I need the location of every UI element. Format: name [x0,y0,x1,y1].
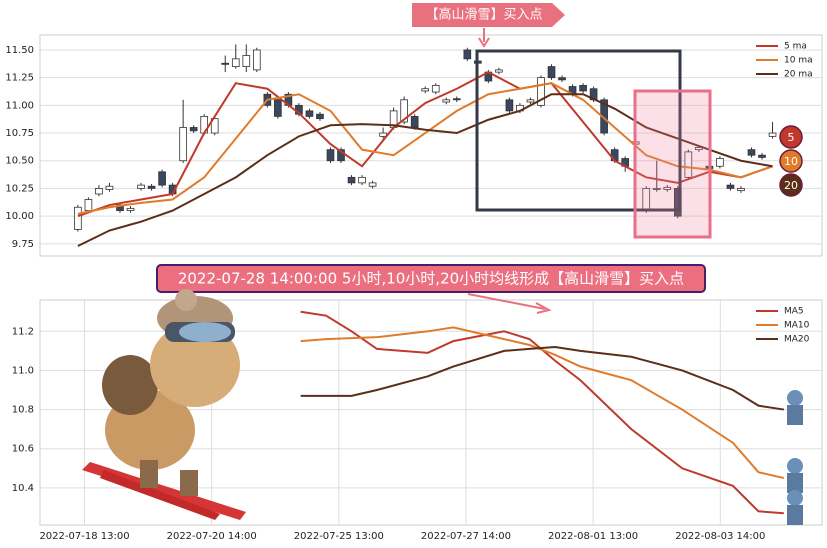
candle-body [252,49,261,71]
highlight-box [633,89,712,239]
candle-body [410,116,419,128]
candle-body [758,154,766,158]
candle-body [547,66,556,79]
buy-badge [412,3,565,27]
banner-text: 2022-07-28 14:00:00 5小时,10小时,20小时均线形成【高山… [178,270,684,288]
legend-label: 20 ma [784,70,813,80]
ma-marker [779,149,803,173]
ma-marker-label: 10 [784,155,798,168]
candle-body [274,99,282,117]
candle-body [495,69,503,73]
x-tick-label: 2022-07-27 14:00 [421,531,511,542]
candle-body [242,55,251,67]
candle-body [737,188,745,192]
candle-body [716,158,724,167]
ma-marker-label: 20 [784,179,798,192]
ma-marker [779,125,803,149]
candle-body [505,99,514,112]
buy-label: 【高山滑雪】买入点 [425,7,542,23]
candle-body [347,176,356,184]
candle-body [684,151,693,178]
candle-body [137,184,145,189]
candle-body [158,171,166,186]
y-tick-label: 10.6 [12,444,34,455]
y-tick-label: 10.00 [5,211,34,222]
candle-body [558,77,566,81]
candle-body [95,188,103,195]
y-tick-label: 11.50 [5,45,34,56]
candle-body [337,149,345,162]
y-tick-label: 11.00 [5,100,34,111]
candle-body [537,77,545,106]
candle-body [663,186,672,190]
candle-body [326,149,335,162]
x-tick-label: 2022-08-01 13:00 [548,531,638,542]
candle-body [147,185,156,189]
candle-body [126,207,135,211]
candle-body [305,110,314,117]
candle-body [210,118,219,134]
legend-label: MA10 [784,321,810,331]
candle-body [747,149,756,156]
candle-body [105,185,114,190]
candle-body [421,88,430,92]
y-tick-label: 9.75 [12,239,34,250]
candle-body [358,176,366,184]
candle-body [221,62,230,65]
legend-label: MA5 [784,307,804,317]
candle-body [84,199,93,211]
buy-arrow [478,28,490,48]
y-tick-label: 11.2 [12,326,34,337]
ma-line [300,326,785,480]
ma-marker-label: 5 [788,131,795,144]
candle-body [189,127,198,132]
y-tick-label: 10.4 [12,483,34,494]
banner [156,264,706,293]
candle-body [652,188,661,190]
candle-body [400,99,408,123]
y-tick-label: 11.0 [12,365,34,376]
candle-body [316,113,324,120]
candle-body [526,99,535,103]
candle-body [726,184,735,189]
candle-body [74,206,82,230]
candle-body [379,132,387,137]
signal-box [475,49,682,212]
ma-line [77,93,773,247]
skier-icons [787,390,803,525]
candle-body [579,85,587,92]
y-tick-label: 10.75 [5,128,34,139]
ma-marker [779,173,803,197]
x-tick-label: 2022-07-25 13:00 [294,531,384,542]
x-tick-label: 2022-07-18 13:00 [39,531,129,542]
y-tick-label: 10.25 [5,183,34,194]
candle-body [442,99,451,103]
candle-body [179,127,187,162]
candle-body [463,49,472,60]
y-tick-label: 10.50 [5,156,34,167]
y-tick-label: 10.8 [12,405,34,416]
legend-label: MA20 [784,335,810,345]
ma-line [77,70,773,218]
legend-label: 10 ma [784,56,813,66]
candle-body [231,58,240,67]
legend-label: 5 ma [784,42,807,52]
ma-line [300,345,785,411]
candle-body [768,132,777,137]
top-plot-frame [39,34,823,257]
y-tick-label: 11.25 [5,73,34,84]
banner-arrow [467,293,552,314]
candle-body [452,98,461,101]
ma-line [77,82,773,215]
candle-body [431,85,440,93]
candle-body [695,147,703,151]
dog-illustration [82,289,246,520]
x-tick-label: 2022-08-03 14:00 [675,531,765,542]
x-tick-label: 2022-07-20 14:00 [167,531,257,542]
candle-body [368,182,377,187]
